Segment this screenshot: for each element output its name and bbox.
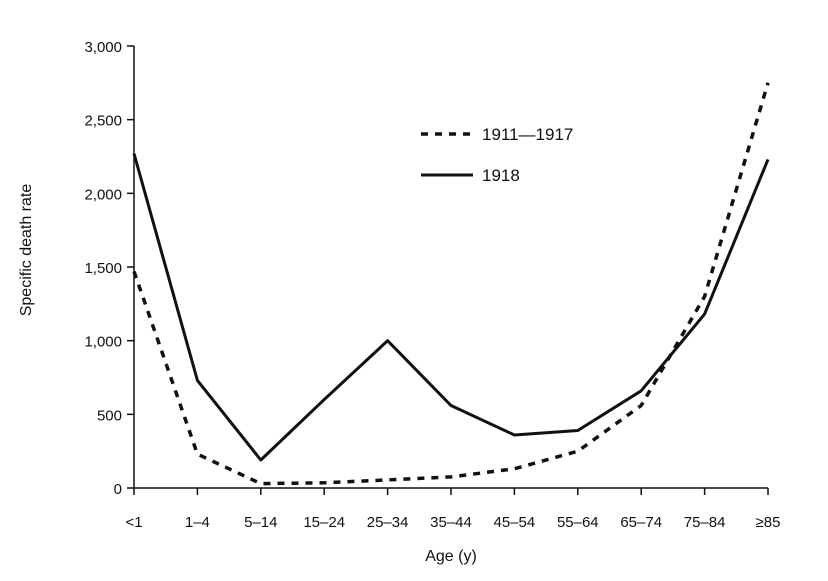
x-tick-label: 65–74 — [620, 514, 662, 531]
x-tick-label: 55–64 — [557, 514, 599, 531]
x-axis: <1 1–4 5–14 15–24 25–34 35–44 45–54 55–64 65–74 7… — [125, 487, 780, 531]
y-tick-label: 1,500 — [84, 260, 122, 277]
x-tick-label: 25–34 — [367, 514, 409, 531]
y-ticks: 0 500 1,000 1,500 2,000 2,500 3,000 — [84, 39, 134, 498]
legend: 1911—1917 1918 — [421, 125, 573, 185]
x-tick-label: 35–44 — [430, 514, 472, 531]
legend-label-1918: 1918 — [482, 166, 520, 185]
series-line-1918 — [132, 153, 770, 462]
legend-label-1911-1917: 1911—1917 — [482, 125, 573, 144]
y-tick-label: 1,000 — [84, 334, 122, 351]
x-ticks: <1 1–4 5–14 15–24 25–34 35–44 45–54 55–64 65–74 7… — [125, 488, 780, 531]
series-line-1911-1917 — [132, 82, 770, 486]
series-layer — [132, 82, 770, 486]
x-tick-label: <1 — [125, 514, 142, 531]
x-tick-label: 75–84 — [684, 514, 726, 531]
y-axis: 0 500 1,000 1,500 2,000 2,500 3,000 — [84, 39, 135, 498]
y-tick-label: 2,500 — [84, 113, 122, 130]
x-tick-label: ≥85 — [756, 514, 781, 531]
y-axis-title: Specific death rate — [18, 184, 35, 317]
y-tick-label: 2,000 — [84, 186, 122, 203]
x-axis-title: Age (y) — [425, 548, 477, 565]
x-tick-label: 5–14 — [244, 514, 277, 531]
x-tick-label: 45–54 — [494, 514, 536, 531]
y-tick-label: 3,000 — [84, 39, 122, 56]
x-tick-label: 15–24 — [303, 514, 345, 531]
y-tick-label: 500 — [97, 407, 122, 424]
x-tick-label: 1–4 — [185, 514, 210, 531]
y-tick-label: 0 — [114, 481, 122, 498]
